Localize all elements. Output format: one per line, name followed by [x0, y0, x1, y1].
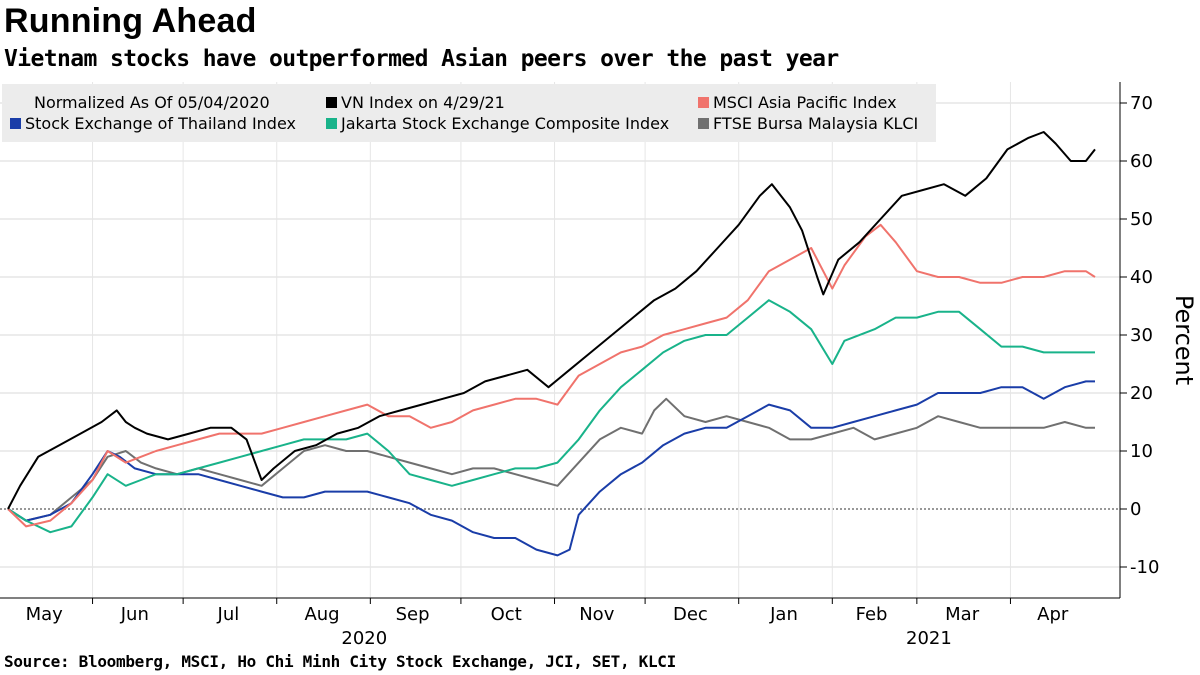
series-line — [7, 397, 1095, 522]
x-tick-label: Jun — [120, 604, 149, 625]
legend-label: MSCI Asia Pacific Index — [713, 93, 897, 112]
x-tick-label: Jul — [217, 604, 240, 625]
legend-background — [2, 84, 936, 142]
y-tick-label: -10 — [1130, 557, 1159, 578]
chart-source: Source: Bloomberg, MSCI, Ho Chi Minh Cit… — [4, 652, 676, 671]
legend-swatch — [698, 97, 709, 108]
series-line — [7, 380, 1095, 557]
y-axis-title: Percent — [1170, 295, 1198, 385]
y-tick-label: 20 — [1130, 383, 1153, 404]
y-tick-label: 30 — [1130, 325, 1153, 346]
x-year-label: 2021 — [906, 628, 952, 649]
x-tick-label: Sep — [396, 604, 430, 625]
legend-note: Normalized As Of 05/04/2020 — [34, 93, 270, 112]
x-year-label: 2020 — [341, 628, 387, 649]
x-tick-label: Dec — [673, 604, 708, 625]
legend-swatch — [10, 118, 21, 129]
y-tick-label: 60 — [1130, 151, 1153, 172]
x-tick-label: Jan — [769, 604, 798, 625]
legend-swatch — [326, 118, 337, 129]
y-tick-label: 40 — [1130, 267, 1153, 288]
series-line — [7, 299, 1095, 534]
x-tick-label: Apr — [1037, 604, 1069, 625]
grid-layer — [0, 82, 1120, 598]
y-tick-label: 10 — [1130, 441, 1153, 462]
chart-subtitle: Vietnam stocks have outperformed Asian p… — [4, 46, 839, 72]
legend-swatch — [698, 118, 709, 129]
series-line — [7, 223, 1096, 528]
x-tick-label: Aug — [304, 604, 339, 625]
legend-label: Stock Exchange of Thailand Index — [25, 114, 296, 133]
chart-title: Running Ahead — [4, 2, 257, 40]
x-tick-label: Mar — [945, 604, 980, 625]
x-tick-label: Nov — [579, 604, 614, 625]
axis-layer: Percent -10 0 10 20 30 40 50 60 70 May Jun Jul Aug Se… — [0, 82, 1198, 649]
y-tick-label: 70 — [1130, 93, 1153, 114]
legend-label: FTSE Bursa Malaysia KLCI — [713, 114, 918, 133]
legend-swatch — [326, 97, 337, 108]
legend: Normalized As Of 05/04/2020 VN Index on … — [2, 84, 936, 142]
legend-label: Jakarta Stock Exchange Composite Index — [340, 114, 669, 133]
series-line — [7, 131, 1096, 510]
x-tick-label: May — [26, 604, 64, 625]
legend-label: VN Index on 4/29/21 — [341, 93, 505, 112]
x-tick-label: Feb — [856, 604, 888, 625]
y-tick-label: 50 — [1130, 209, 1153, 230]
y-tick-label: 0 — [1130, 499, 1141, 520]
series-layer — [7, 131, 1096, 557]
x-tick-label: Oct — [491, 604, 522, 625]
